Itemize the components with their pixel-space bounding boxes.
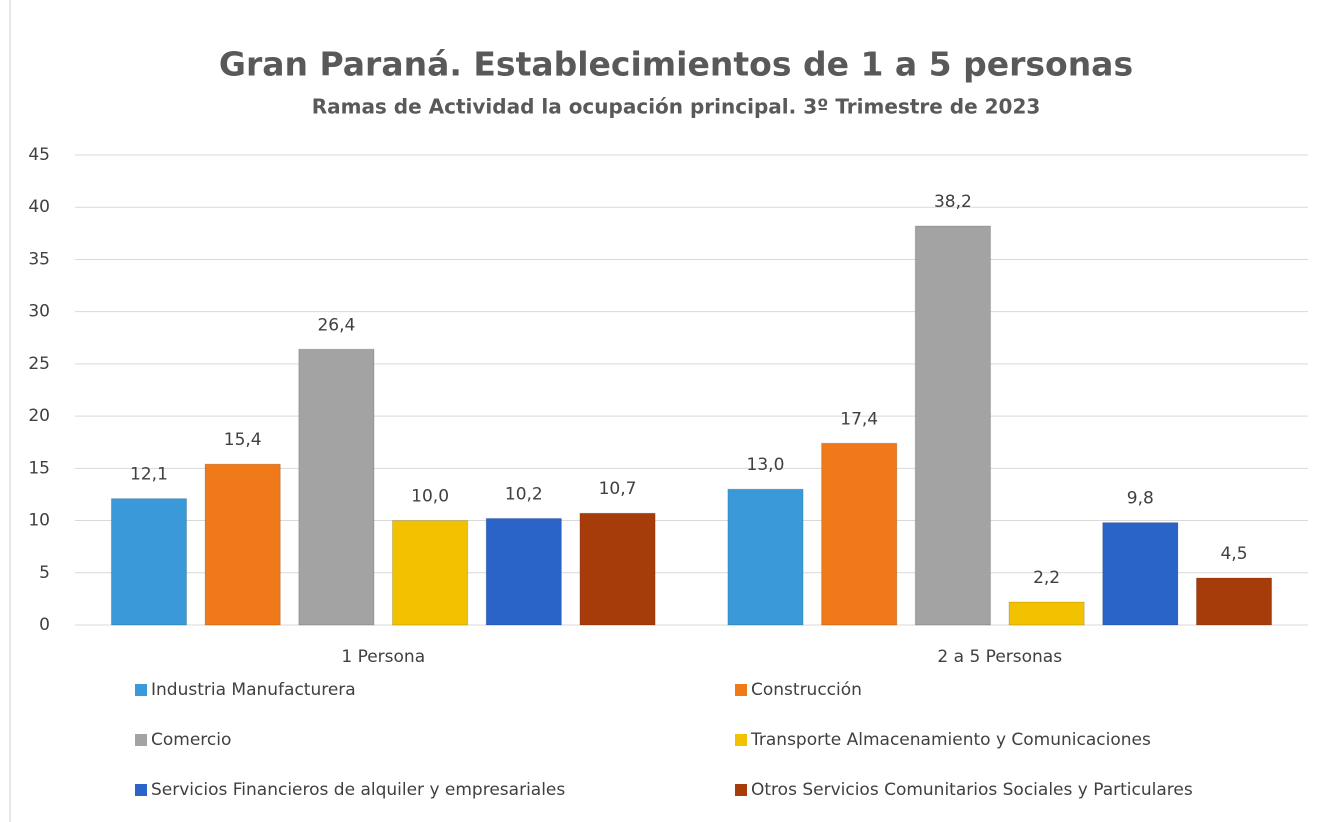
bar bbox=[727, 488, 804, 626]
legend-swatch bbox=[735, 734, 747, 746]
value-label: 10,7 bbox=[599, 479, 637, 499]
legend-label: Servicios Financieros de alquiler y empr… bbox=[151, 780, 565, 800]
y-tick-label: 40 bbox=[28, 197, 50, 217]
bar bbox=[821, 442, 898, 626]
x-tick-label: 2 a 5 Personas bbox=[937, 647, 1062, 667]
legend-swatch bbox=[735, 784, 747, 796]
bar bbox=[298, 348, 375, 626]
y-tick-label: 5 bbox=[39, 563, 50, 583]
chart-title: Gran Paraná. Establecimientos de 1 a 5 p… bbox=[219, 45, 1133, 84]
bar bbox=[1195, 577, 1273, 626]
value-label: 9,8 bbox=[1127, 489, 1154, 509]
value-label: 2,2 bbox=[1033, 568, 1060, 588]
legend-swatch bbox=[135, 734, 147, 746]
value-label: 13,0 bbox=[747, 455, 785, 475]
bar bbox=[204, 463, 281, 626]
value-label: 15,4 bbox=[224, 430, 262, 450]
legend-swatch bbox=[735, 684, 747, 696]
legend-swatch bbox=[135, 684, 147, 696]
bar bbox=[391, 520, 469, 626]
chart-subtitle: Ramas de Actividad la ocupación principa… bbox=[312, 95, 1041, 119]
value-label: 17,4 bbox=[840, 409, 878, 429]
value-label: 10,0 bbox=[411, 487, 449, 507]
value-label: 26,4 bbox=[317, 315, 355, 335]
bar bbox=[1008, 601, 1085, 626]
bar bbox=[485, 517, 562, 626]
y-tick-label: 0 bbox=[39, 615, 50, 635]
bar bbox=[579, 512, 656, 626]
value-label: 10,2 bbox=[505, 484, 543, 504]
legend-label: Comercio bbox=[151, 730, 231, 750]
y-tick-label: 35 bbox=[28, 249, 50, 269]
x-tick-label: 1 Persona bbox=[341, 647, 425, 667]
value-label: 12,1 bbox=[130, 465, 168, 485]
legend-swatch bbox=[135, 784, 147, 796]
value-label: 4,5 bbox=[1220, 544, 1247, 564]
bar bbox=[914, 225, 992, 626]
y-tick-label: 20 bbox=[28, 406, 50, 426]
y-tick-label: 15 bbox=[28, 458, 50, 478]
y-tick-label: 25 bbox=[28, 354, 50, 374]
legend-label: Industria Manufacturera bbox=[151, 680, 356, 700]
value-label: 38,2 bbox=[934, 192, 972, 212]
legend-label: Otros Servicios Comunitarios Sociales y … bbox=[751, 780, 1193, 800]
y-tick-label: 45 bbox=[28, 145, 50, 165]
bar bbox=[110, 498, 188, 626]
bar bbox=[1102, 522, 1179, 626]
legend-label: Transporte Almacenamiento y Comunicacion… bbox=[750, 730, 1151, 750]
y-tick-label: 30 bbox=[28, 302, 50, 322]
legend-label: Construcción bbox=[751, 680, 862, 700]
y-tick-label: 10 bbox=[28, 511, 50, 531]
